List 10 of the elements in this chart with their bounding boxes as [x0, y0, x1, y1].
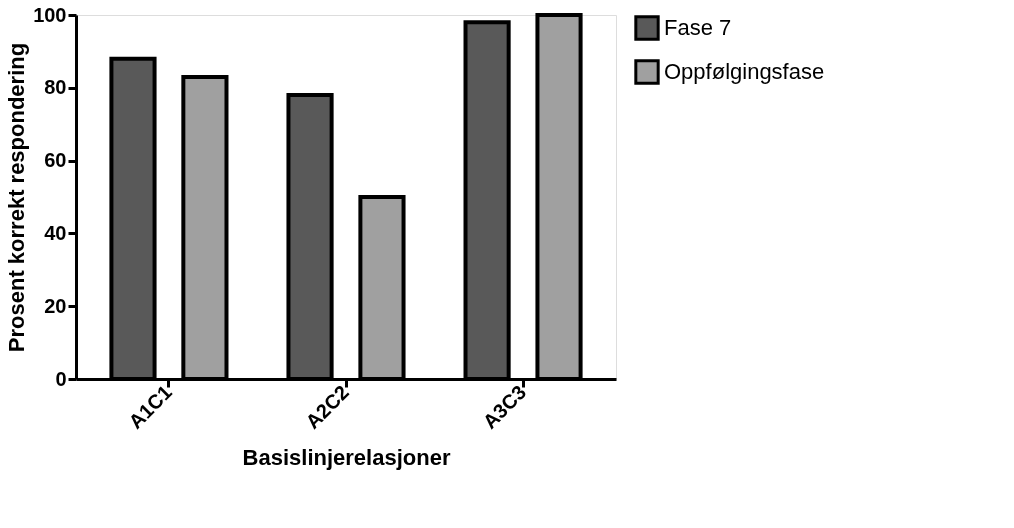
x-axis-title: Basislinjerelasjoner [242, 444, 451, 470]
y-tick-label: 80 [44, 76, 67, 99]
legend-label: Fase 7 [664, 15, 732, 40]
y-tick-label: 100 [33, 3, 67, 26]
y-tick-label: 20 [44, 294, 67, 317]
legend-label: Oppfølgingsfase [664, 59, 825, 84]
y-tick-label: 0 [55, 367, 67, 390]
y-tick-label: 60 [44, 149, 67, 172]
y-tick-label: 40 [44, 221, 67, 244]
y-axis-title: Prosent korrekt respondering [4, 42, 30, 353]
